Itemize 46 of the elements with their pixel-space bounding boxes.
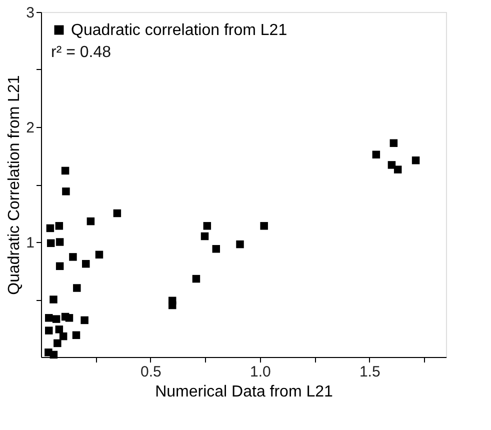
y-tick-label: 1 xyxy=(26,234,34,252)
point xyxy=(236,240,244,248)
point xyxy=(73,284,81,292)
point xyxy=(113,209,122,218)
point xyxy=(54,339,62,348)
point xyxy=(56,238,64,246)
x-axis-title: Numerical Data from L21 xyxy=(155,384,334,400)
point xyxy=(55,222,64,230)
point xyxy=(412,156,420,164)
point xyxy=(388,161,396,169)
point xyxy=(46,239,55,248)
point xyxy=(200,232,209,240)
point xyxy=(46,224,54,232)
point xyxy=(50,350,58,359)
point xyxy=(203,222,212,230)
point xyxy=(86,217,95,226)
point xyxy=(80,316,88,324)
y-tick-label: 2 xyxy=(26,120,34,136)
point xyxy=(55,326,64,334)
x-tick-label: 1.0 xyxy=(250,364,271,380)
point xyxy=(390,139,398,147)
point xyxy=(45,326,53,334)
annotation: r² = 0.48 xyxy=(51,44,112,61)
point xyxy=(69,253,77,261)
point xyxy=(45,314,53,322)
point xyxy=(168,301,176,310)
x-tick-label: 0.5 xyxy=(140,364,162,380)
point xyxy=(260,222,268,230)
point xyxy=(52,315,60,323)
point xyxy=(59,332,68,340)
legend-label: Quadratic correlation from L21 xyxy=(71,22,288,39)
point xyxy=(62,188,70,196)
point xyxy=(72,331,80,340)
point xyxy=(61,166,70,175)
y-axis-title: Quadratic Correlation from L21 xyxy=(6,75,24,295)
point xyxy=(82,260,90,268)
x-tick-label: 1.5 xyxy=(359,364,380,380)
point xyxy=(65,314,74,322)
y-tick-label: 3 xyxy=(26,4,34,22)
point xyxy=(192,274,200,283)
point xyxy=(394,166,402,174)
point xyxy=(372,150,380,158)
point xyxy=(50,296,58,304)
point xyxy=(212,245,220,253)
point xyxy=(56,262,64,270)
point xyxy=(95,250,104,259)
